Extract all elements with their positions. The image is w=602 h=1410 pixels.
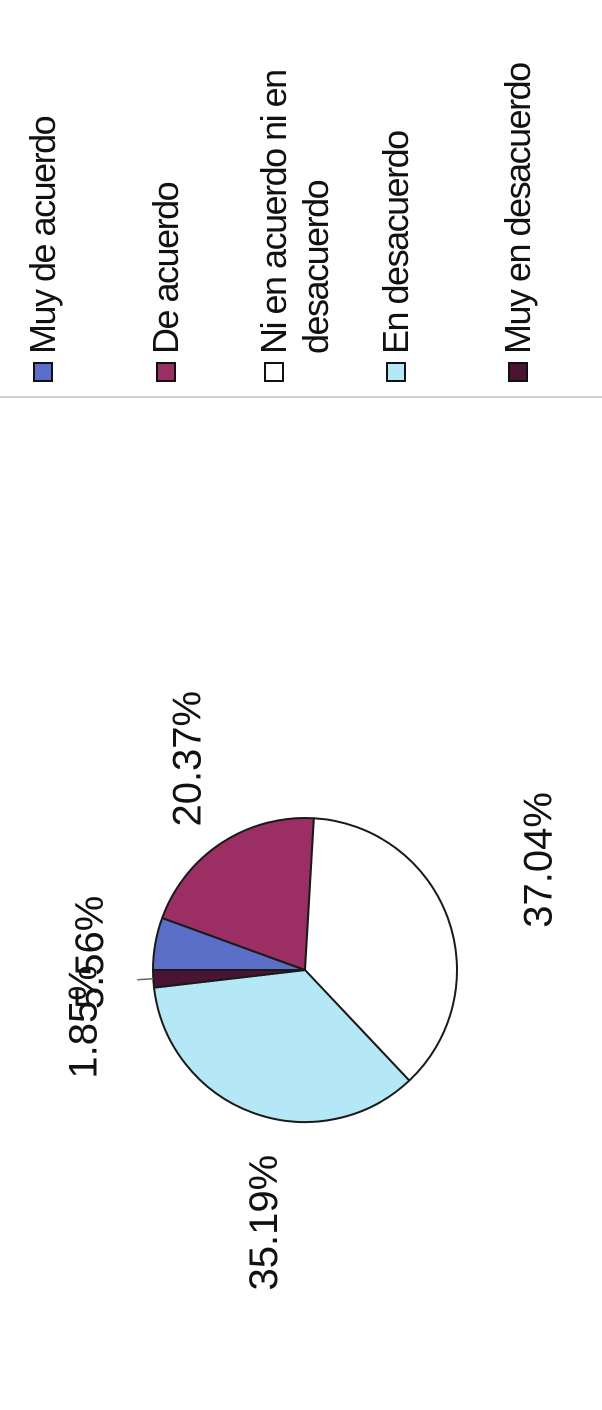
- legend-label: Ni en acuerdo ni en desacuerdo: [253, 70, 336, 354]
- legend-item-de-acuerdo: De acuerdo: [145, 14, 187, 382]
- legend-swatch: [156, 362, 176, 382]
- pie-value-label: 5.56%: [68, 896, 112, 1009]
- legend-label: En desacuerdo: [375, 131, 416, 354]
- legend-item-muy-en-desacuerdo: Muy en desacuerdo: [497, 14, 539, 382]
- legend-swatch: [386, 362, 406, 382]
- pie-value-label: 20.37%: [165, 691, 209, 827]
- leader-line: [137, 978, 154, 981]
- pie-slices: [152, 817, 458, 1123]
- pie-value-label: 1.85%: [61, 965, 105, 1078]
- pie-slice-ni-en-acuerdo-ni-en-desacuerdo: [304, 817, 458, 1082]
- legend-swatch: [33, 362, 53, 382]
- legend-item-muy-de-acuerdo: Muy de acuerdo: [22, 14, 64, 382]
- legend-item-ni-en-acuerdo-ni-en-desacuerdo: Ni en acuerdo ni en desacuerdo: [253, 14, 337, 382]
- legend-label: De acuerdo: [145, 182, 186, 354]
- legend-swatch: [264, 362, 284, 382]
- pie-value-labels: 5.56% 20.37% 37.04% 35.19% 1.85%: [61, 691, 560, 1291]
- legend: Muy de acuerdo De acuerdo Ni en acuerdo …: [0, 0, 602, 398]
- legend-label: Muy en desacuerdo: [497, 63, 538, 354]
- pie-value-label: 35.19%: [242, 1155, 286, 1291]
- pie-slice-de-acuerdo: [161, 817, 315, 971]
- pie-value-label: 37.04%: [517, 792, 561, 928]
- pie-slice-en-desacuerdo: [153, 969, 411, 1123]
- legend-item-en-desacuerdo: En desacuerdo: [375, 14, 417, 382]
- legend-label: Muy de acuerdo: [22, 116, 63, 354]
- legend-swatch: [508, 362, 528, 382]
